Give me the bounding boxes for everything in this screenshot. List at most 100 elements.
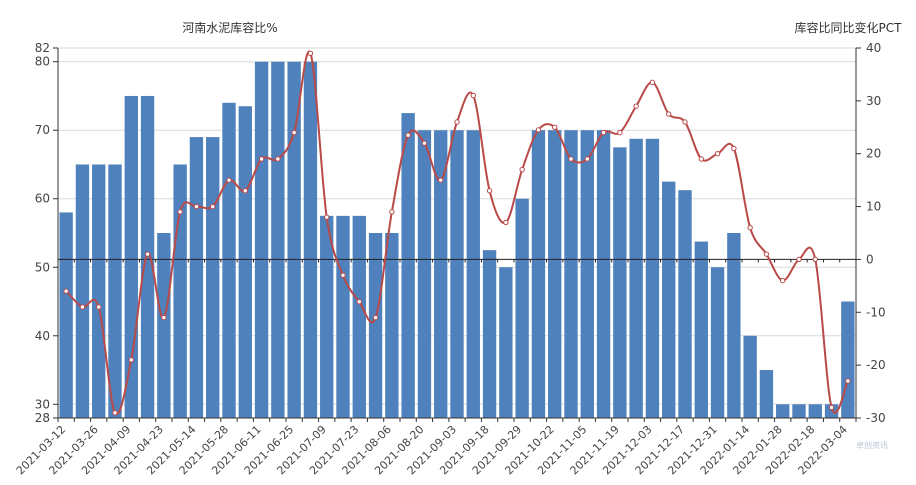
bar	[368, 233, 383, 418]
right-axis-tick-label: 0	[866, 252, 874, 266]
line-point	[812, 256, 818, 263]
chart-title-left: 河南水泥库容比%	[182, 20, 277, 35]
bar	[678, 190, 692, 418]
line-point	[698, 156, 704, 162]
bar	[645, 138, 660, 418]
line-point	[258, 156, 265, 162]
bar	[320, 215, 334, 418]
bar	[206, 137, 220, 418]
chart-title-right: 库容比同比变化PCT	[795, 20, 903, 35]
line-point	[617, 129, 623, 136]
line-point	[307, 50, 314, 56]
right-axis-tick-label: 40	[866, 41, 881, 55]
line-point	[128, 357, 134, 363]
line-point	[600, 129, 607, 136]
bar	[336, 215, 350, 418]
line-point	[519, 166, 525, 173]
bar	[385, 233, 399, 418]
bar	[482, 250, 497, 418]
line-point	[747, 225, 753, 231]
bar	[108, 164, 122, 418]
left-axis-tick-label: 70	[35, 123, 50, 137]
line-point	[405, 132, 411, 138]
bar	[629, 138, 643, 418]
line-point	[584, 156, 590, 162]
line-point	[340, 272, 346, 278]
bar	[157, 233, 171, 418]
line-point	[682, 119, 688, 125]
line-series-path	[65, 50, 849, 416]
line-point	[780, 277, 786, 284]
line-point	[552, 124, 558, 130]
bar	[434, 130, 448, 418]
line-point	[763, 251, 770, 257]
left-axis-tick-label: 50	[35, 260, 50, 274]
line-point	[568, 156, 574, 162]
line-series	[63, 50, 851, 416]
bar	[743, 335, 757, 418]
right-axis-tick-label: -10	[866, 305, 886, 319]
bar	[564, 130, 578, 418]
bar	[662, 181, 676, 418]
line-point	[633, 103, 639, 109]
line-point	[845, 378, 851, 384]
bar	[222, 102, 236, 418]
line-point	[389, 209, 395, 215]
line-point	[242, 188, 248, 194]
line-point	[372, 314, 379, 321]
right-axis-tick-label: 10	[866, 200, 881, 214]
bar	[124, 95, 138, 419]
bar-series	[59, 61, 855, 419]
bar	[450, 130, 464, 418]
bar	[580, 130, 594, 418]
bar	[596, 130, 611, 418]
bar	[92, 164, 106, 418]
bar	[75, 164, 90, 418]
bar	[531, 130, 546, 418]
bar	[515, 198, 529, 418]
bar	[613, 147, 627, 418]
bar	[352, 215, 366, 418]
bar	[710, 267, 725, 418]
line-point	[503, 219, 509, 226]
bar	[808, 404, 822, 418]
left-axis-tick-label: 30	[35, 397, 50, 411]
line-point	[356, 299, 362, 305]
bar	[271, 61, 285, 418]
bar	[841, 301, 855, 418]
line-point	[649, 79, 656, 86]
line-point	[828, 404, 835, 411]
right-axis-tick-label: 30	[866, 94, 881, 108]
right-axis-tick-label: -20	[866, 358, 886, 372]
line-point	[275, 156, 281, 162]
bar	[417, 130, 432, 418]
bar	[694, 241, 708, 418]
line-point	[79, 304, 86, 310]
bar	[499, 267, 513, 418]
line-point	[226, 177, 232, 183]
line-point	[96, 304, 102, 310]
right-axis-tick-label: -30	[866, 411, 886, 425]
bar	[548, 130, 562, 418]
right-axis-tick-labels: -30 -20 -10 0 10 20 30 40	[866, 41, 886, 425]
bar	[254, 61, 269, 418]
x-axis-tick-labels: 2021-03-122021-03-262021-04-092021-04-23…	[14, 423, 850, 477]
line-point	[177, 209, 183, 215]
bar	[59, 212, 73, 418]
line-point	[535, 127, 542, 133]
line-point	[438, 177, 444, 183]
bar	[466, 130, 480, 418]
axes	[53, 47, 861, 422]
line-point	[421, 140, 428, 146]
bar	[792, 404, 806, 418]
right-axis-tick-label: 20	[866, 147, 881, 161]
line-point	[193, 203, 200, 210]
watermark: 卓创资讯	[856, 440, 888, 450]
line-point	[210, 203, 216, 210]
bar	[727, 233, 741, 418]
line-point	[291, 129, 297, 136]
line-point	[714, 151, 721, 157]
bar	[776, 404, 790, 418]
